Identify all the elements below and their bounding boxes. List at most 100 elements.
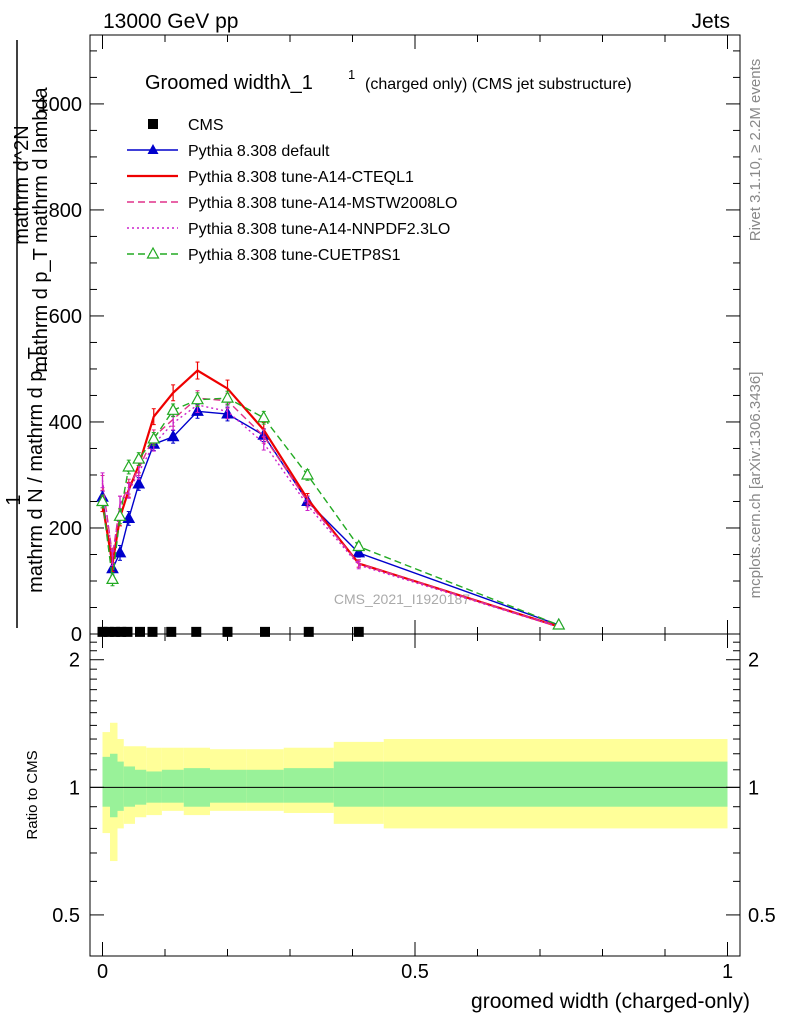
ratio-stat-band	[383, 761, 728, 807]
series-1	[100, 361, 561, 629]
legend-entry: Pythia 8.308 tune-A14-NNPDF2.3LO	[127, 221, 450, 238]
series-point	[147, 431, 161, 444]
series-3	[100, 397, 561, 630]
ratio-stat-band	[110, 753, 118, 818]
series-point	[190, 392, 205, 405]
main-panel: CMS_2021_I1920187 0 200 400 600 800 1000	[38, 34, 741, 646]
series-point	[95, 494, 110, 507]
ylabel-denominator: mathrm d N / mathrm d p_T	[25, 347, 47, 593]
legend-marker	[147, 144, 159, 154]
series-line	[101, 410, 559, 626]
y-tick-label: 1000	[38, 94, 83, 116]
series-point	[352, 539, 366, 552]
ratio-stat-band	[123, 766, 135, 807]
chart-title-sup: 1	[348, 67, 355, 82]
rivet-version-label: Rivet 3.1.10, ≥ 2.2M events	[747, 59, 764, 242]
ratio-stat-band	[161, 769, 184, 803]
ratio-y-tick-label-right: 1	[748, 777, 759, 799]
series-point	[105, 572, 120, 585]
legend-entry: Pythia 8.308 default	[127, 143, 330, 160]
watermark: CMS_2021_I1920187	[334, 591, 470, 607]
y-tick-label: 200	[49, 518, 82, 540]
x-tick-label: 1	[722, 961, 733, 983]
cms-data-point	[122, 626, 133, 637]
series-line	[101, 397, 560, 626]
ylabel-denominator-top: mathrm d p_T mathrm d lambda	[30, 86, 52, 372]
header-jets-label: Jets	[691, 10, 730, 33]
series-point	[166, 403, 180, 415]
legend-label: Pythia 8.308 tune-CUETP8S1	[188, 247, 401, 264]
ratio-stat-band	[117, 761, 124, 811]
legend-label: Pythia 8.308 tune-A14-NNPDF2.3LO	[188, 221, 450, 238]
series-point	[352, 545, 366, 558]
chart-title: Groomed widthλ_1 1 (charged only) (CMS j…	[145, 67, 632, 94]
legend-label: Pythia 8.308 tune-A14-CTEQL1	[188, 169, 414, 186]
legend-label: CMS	[188, 117, 224, 134]
legend-marker	[146, 246, 160, 259]
legend-entry: Pythia 8.308 tune-CUETP8S1	[127, 246, 401, 264]
series-point	[132, 476, 146, 489]
ratio-y-tick-label: 1	[69, 777, 80, 799]
y-tick-label: 400	[49, 412, 82, 434]
ratio-stat-band	[246, 769, 284, 803]
series-point	[122, 511, 136, 523]
series-point	[257, 410, 271, 423]
ratio-y-tick-label: 2	[69, 650, 80, 672]
cms-data-point	[110, 626, 120, 637]
y-tick-label: 800	[49, 200, 82, 222]
cms-data-point	[135, 626, 145, 637]
series-point	[220, 390, 235, 403]
series-point	[113, 509, 127, 521]
chart-title-rest: (charged only) (CMS jet substructure)	[365, 76, 632, 93]
header-energy-label: 13000 GeV pp	[103, 10, 238, 33]
main-series-group	[95, 361, 566, 637]
legend-entry: Pythia 8.308 tune-A14-CTEQL1	[127, 169, 414, 186]
legend-label: Pythia 8.308 default	[188, 143, 330, 160]
main-ylabel: 1 mathrm d^2N mathrm d p_T mathrm d lamb…	[3, 40, 52, 628]
cms-data-point	[303, 626, 314, 637]
x-tick-label: 0	[97, 961, 108, 983]
ratio-stat-band	[210, 769, 247, 803]
ratio-axes: 0.5 0.5 1 1 2 2 0 0.5 1	[52, 634, 776, 983]
cms-data-point	[116, 626, 127, 637]
cms-data-point	[103, 626, 114, 637]
series-point	[552, 617, 566, 630]
ratio-ylabel: Ratio to CMS	[24, 750, 41, 839]
series-point	[300, 467, 315, 480]
series-point	[166, 429, 180, 442]
y-tick-label: 0	[71, 624, 82, 646]
legend-label: Pythia 8.308 tune-A14-MSTW2008LO	[188, 195, 457, 212]
ratio-panel: 0.5 0.5 1 1 2 2 0 0.5 1	[52, 633, 776, 983]
series-point	[113, 545, 127, 558]
cms-data-point	[260, 626, 270, 637]
series-4	[95, 390, 566, 630]
ratio-stat-band	[102, 756, 110, 807]
legend: CMS Pythia 8.308 default Pythia 8.308 tune…	[127, 117, 457, 264]
series-line	[101, 397, 559, 628]
legend-entry: CMS	[148, 117, 224, 134]
x-axis-label: groomed width (charged-only)	[471, 990, 750, 1013]
cms-data-point	[147, 626, 158, 637]
cms-data-point	[191, 626, 202, 637]
cms-data-points	[97, 626, 364, 637]
legend-marker	[148, 119, 158, 129]
ylabel-numerator-one: 1	[3, 494, 25, 505]
ratio-stat-band	[333, 761, 384, 807]
ratio-y-tick-label-right: 0.5	[748, 905, 776, 927]
y-tick-label: 600	[49, 306, 82, 328]
x-tick-label: 0.5	[401, 961, 429, 983]
cms-data-point	[166, 626, 177, 637]
ratio-frame	[89, 633, 741, 957]
mcplots-label: mcplots.cern.ch [arXiv:1306.3436]	[747, 372, 764, 599]
series-point	[132, 451, 146, 464]
legend-entry: Pythia 8.308 tune-A14-MSTW2008LO	[127, 195, 457, 212]
ratio-y-tick-label: 0.5	[52, 905, 80, 927]
ratio-stat-band	[283, 768, 334, 803]
ratio-bands	[102, 722, 728, 862]
series-0	[96, 403, 566, 630]
main-axes: 0 200 400 600 800 1000	[38, 35, 740, 646]
chart-title-main: Groomed widthλ_1	[145, 72, 313, 94]
series-point	[122, 459, 136, 472]
cms-data-point	[353, 626, 364, 637]
